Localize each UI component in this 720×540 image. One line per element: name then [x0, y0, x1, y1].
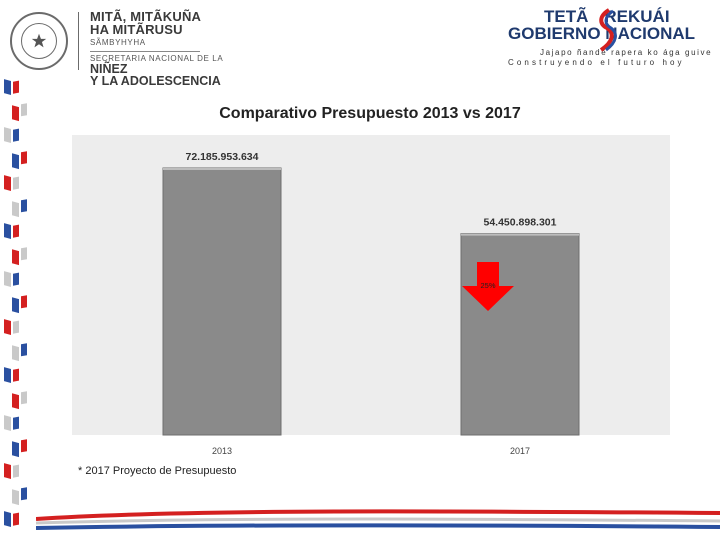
ministry-line2: HA MITÃRUSU [90, 22, 183, 37]
data-label-2013: 72.185.953.634 [186, 151, 259, 163]
ministry-line5: NIÑEZ [90, 62, 128, 76]
ministry-line4: SECRETARIA NACIONAL DE LA [90, 54, 224, 63]
government-logo: TETÃ REKUÁI GOBIERNO NACIONAL Jajapo ñand… [508, 7, 713, 67]
tick-label-2017: 2017 [510, 446, 530, 456]
gov-word-nacional: NACIONAL [605, 24, 696, 43]
gov-tagline-guarani: Jajapo ñande rapera ko ága guive [540, 48, 713, 57]
tick-label-2013: 2013 [212, 446, 232, 456]
gov-word-rekuai: REKUÁI [604, 7, 670, 26]
gov-tagline-spanish: Construyendo el futuro hoy [508, 58, 685, 67]
decrease-arrow-icon [462, 262, 514, 311]
ministry-line1: MITÃ, MITÃKUÑA [90, 9, 202, 24]
bar-2013 [162, 167, 282, 436]
national-seal-logo [10, 12, 68, 70]
flag-ribbon-icon [599, 8, 617, 52]
ministry-rule [90, 51, 200, 52]
ministry-line3: SÃMBYHYHA [90, 38, 146, 47]
decorative-flag-border [4, 79, 27, 527]
ministry-line6: Y LA ADOLESCENCIA [90, 74, 221, 88]
footnote: * 2017 Proyecto de Presupuesto [78, 465, 237, 477]
ministry-logo: MITÃ, MITÃKUÑA HA MITÃRUSU SÃMBYHYHA SEC… [90, 10, 223, 87]
annotation-percent-label: 25% [480, 281, 495, 290]
decorative-stripes [36, 509, 720, 530]
chart-title: Comparativo Presupuesto 2013 vs 2017 [219, 105, 521, 122]
star-icon [31, 33, 47, 48]
header-divider [78, 12, 79, 70]
bar-chart: 72.185.953.634 2013 54.450.898.301 2017 25% [162, 151, 580, 456]
gov-word-gobierno: GOBIERNO [508, 24, 601, 43]
data-label-2017: 54.450.898.301 [484, 217, 557, 229]
gov-word-teta: TETÃ [544, 7, 589, 26]
